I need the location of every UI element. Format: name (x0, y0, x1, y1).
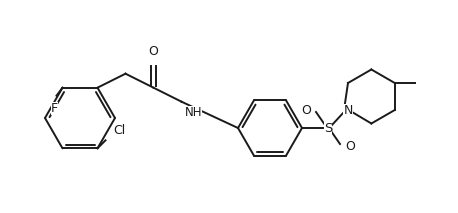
Text: O: O (148, 45, 158, 58)
Text: F: F (51, 102, 58, 115)
Text: NH: NH (185, 106, 202, 119)
Text: O: O (345, 140, 355, 153)
Text: N: N (344, 104, 353, 117)
Text: S: S (324, 121, 332, 134)
Text: Cl: Cl (114, 124, 126, 137)
Text: O: O (301, 104, 311, 117)
